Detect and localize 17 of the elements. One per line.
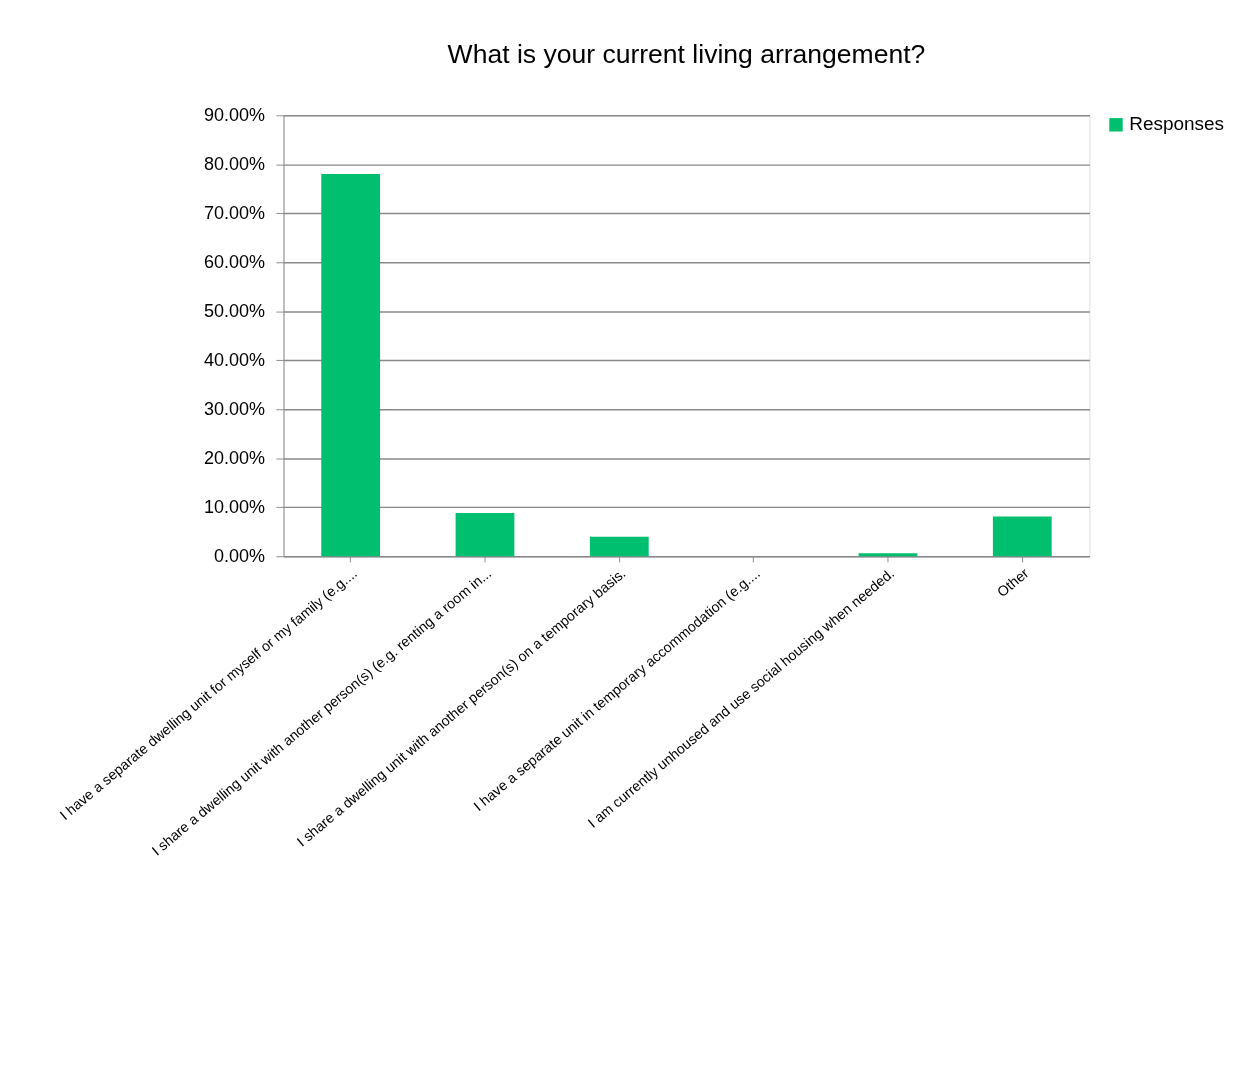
y-tick-label: 20.00% [203, 448, 266, 469]
bar [321, 174, 381, 557]
chart-title: What is your current living arrangement? [447, 39, 926, 70]
legend-label: Responses [1129, 113, 1225, 135]
y-tick-label: 70.00% [203, 203, 266, 224]
y-tick-label: 80.00% [203, 154, 266, 175]
y-tick-label: 30.00% [203, 399, 266, 420]
y-tick-label: 40.00% [203, 350, 266, 371]
bar [455, 513, 515, 557]
y-tick-label: 10.00% [203, 497, 266, 518]
y-tick-label: 90.00% [203, 105, 266, 126]
bar [589, 536, 649, 557]
bar [992, 516, 1052, 557]
y-tick-label: 0.00% [213, 546, 266, 567]
y-tick-label: 60.00% [203, 252, 266, 273]
bar [858, 553, 918, 557]
y-tick-label: 50.00% [203, 301, 266, 322]
